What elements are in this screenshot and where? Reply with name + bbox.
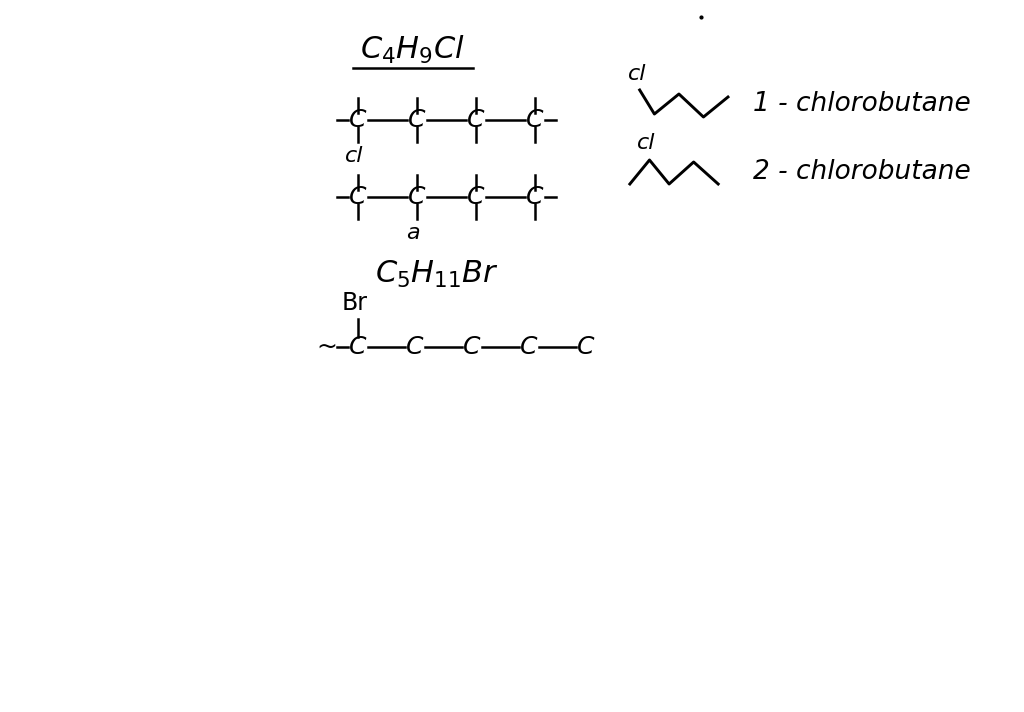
Text: C: C — [577, 335, 595, 359]
Text: C: C — [526, 185, 544, 209]
Text: C: C — [409, 108, 426, 132]
Text: cl: cl — [628, 64, 646, 84]
Text: C: C — [349, 108, 367, 132]
Text: 2 - chlorobutane: 2 - chlorobutane — [754, 159, 971, 185]
Text: C: C — [407, 335, 424, 359]
Text: $C_4H_9Cl$: $C_4H_9Cl$ — [359, 34, 465, 66]
Text: 1 - chlorobutane: 1 - chlorobutane — [754, 91, 971, 117]
Text: $C_5H_{11}Br$: $C_5H_{11}Br$ — [375, 258, 499, 290]
Text: C: C — [409, 185, 426, 209]
Text: C: C — [467, 108, 484, 132]
Text: cl: cl — [637, 133, 655, 153]
Text: C: C — [467, 185, 484, 209]
Text: C: C — [349, 185, 367, 209]
Text: C: C — [526, 108, 544, 132]
Text: ~: ~ — [316, 335, 337, 359]
Text: C: C — [349, 335, 367, 359]
Text: C: C — [520, 335, 538, 359]
Text: C: C — [463, 335, 480, 359]
Text: cl: cl — [345, 146, 364, 166]
Text: a: a — [407, 223, 420, 243]
Text: Br: Br — [341, 291, 368, 315]
